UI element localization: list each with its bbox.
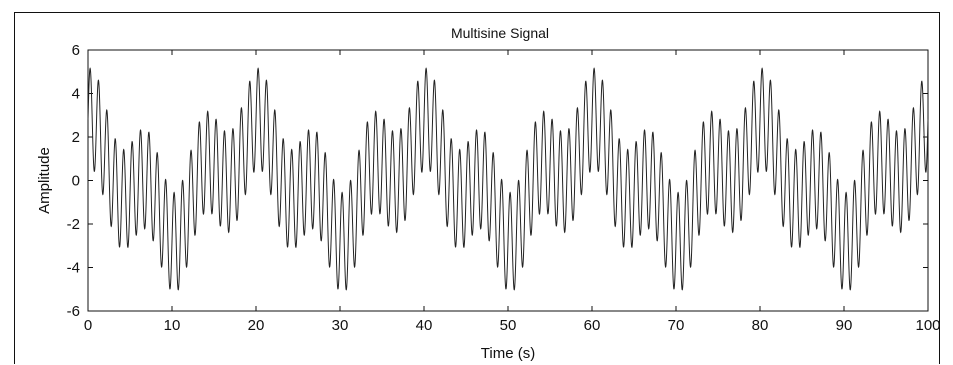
x-axis-label: Time (s) [481,345,535,362]
x-tick-label: 50 [500,317,517,334]
x-axis: 0 10 20 30 40 50 60 70 80 90 100 [84,50,941,334]
y-tick-label: -2 [67,216,80,233]
y-tick-label: 2 [72,129,80,146]
y-tick-label: 0 [72,173,80,190]
y-tick-label: -6 [67,303,80,320]
x-tick-label: 100 [915,317,940,334]
figure-frame: Multisine Signal 0 10 20 30 40 50 60 70 80 90 100 … [14,12,941,364]
x-tick-label: 70 [668,317,685,334]
y-tick-label: 4 [72,86,80,103]
x-tick-label: 80 [752,317,769,334]
y-tick-label: 6 [72,42,80,59]
x-tick-label: 30 [332,317,349,334]
x-tick-label: 40 [416,317,433,334]
x-tick-label: 0 [84,317,92,334]
y-axis: -6 -4 -2 0 2 4 6 [67,42,928,320]
x-tick-label: 20 [248,317,265,334]
multisine-chart: Multisine Signal 0 10 20 30 40 50 60 70 80 90 100 … [36,25,941,362]
y-axis-label: Amplitude [36,147,53,214]
x-tick-label: 90 [836,317,853,334]
x-tick-label: 60 [584,317,601,334]
y-tick-label: -4 [67,260,80,277]
x-tick-label: 10 [164,317,181,334]
chart-title: Multisine Signal [451,25,549,41]
signal-line [87,67,929,291]
